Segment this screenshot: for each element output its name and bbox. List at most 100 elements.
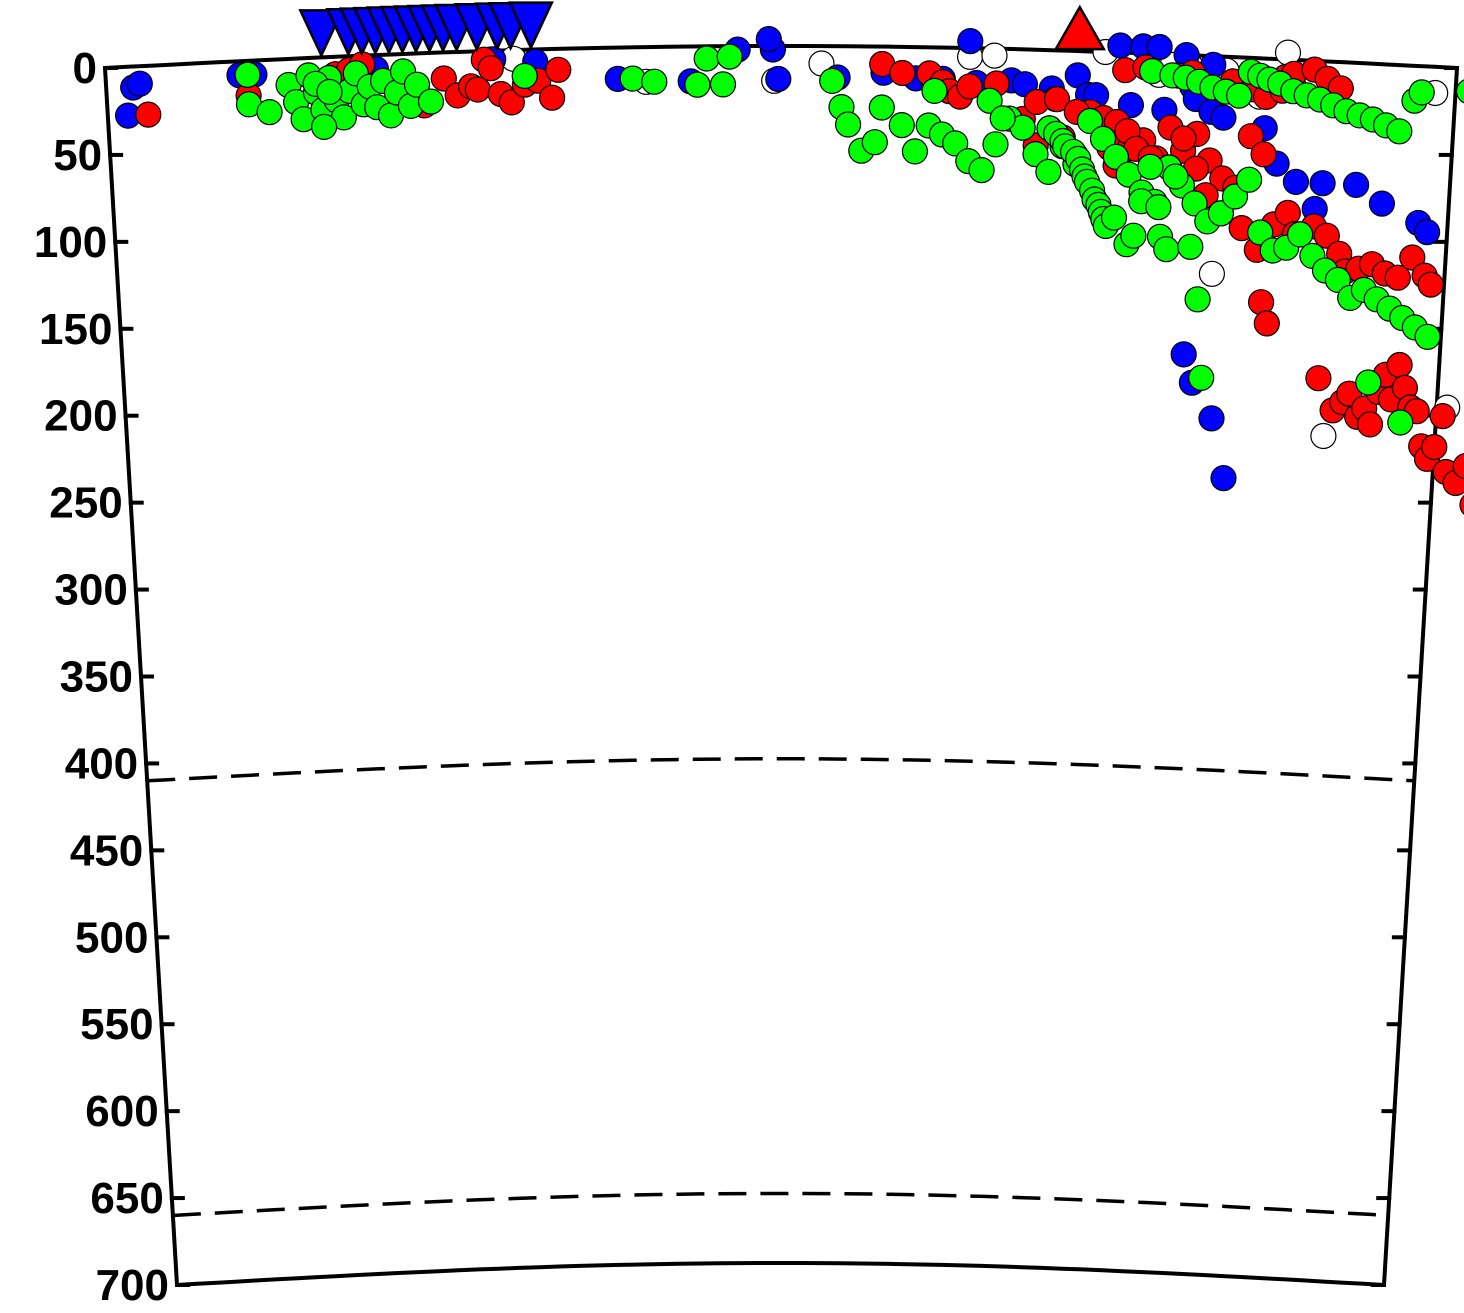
green-point (316, 78, 343, 106)
green-point (1207, 200, 1235, 227)
green-point (989, 105, 1016, 132)
y-tick-label: 450 (70, 826, 143, 875)
red-point (1170, 125, 1197, 152)
green-point (1386, 118, 1413, 145)
green-point (1181, 190, 1208, 217)
blue-point (1282, 168, 1310, 195)
red-point (1452, 453, 1464, 480)
y-tick-label: 150 (39, 305, 112, 354)
green-point (1235, 166, 1263, 193)
y-axis: 0 50 100 150 200 250 300 350 400 450 500 550 600 650 7… (34, 44, 1459, 1310)
blue-point (1342, 171, 1370, 198)
blue-point (755, 25, 782, 53)
discontinuity-lines (147, 757, 1415, 1218)
blue-point (1210, 104, 1237, 131)
green-point (1184, 286, 1211, 313)
white-point (1198, 260, 1226, 287)
discontinuity-660 (172, 1191, 1389, 1218)
blue-point (1413, 219, 1441, 246)
blue-point (957, 27, 984, 55)
blue-point (1309, 170, 1336, 197)
green-point (1035, 158, 1062, 185)
discontinuity-410 (147, 757, 1415, 783)
y-tick-label: 200 (44, 392, 117, 441)
green-point (1456, 79, 1464, 104)
green-point (921, 77, 948, 105)
blue-point (1210, 465, 1237, 492)
white-point (981, 42, 1008, 69)
blue-point (1146, 33, 1173, 61)
red-point (1399, 244, 1426, 271)
y-tick-label: 500 (75, 913, 148, 962)
red-point (1250, 141, 1277, 168)
green-point (1100, 204, 1128, 231)
green-point (1387, 409, 1414, 436)
green-point (641, 68, 668, 95)
green-point (1225, 82, 1253, 109)
y-tick-label: 50 (53, 131, 102, 180)
blue-point (1170, 341, 1197, 368)
green-point (1408, 79, 1435, 106)
red-point (498, 89, 525, 116)
red-point (889, 59, 916, 87)
green-point (1120, 222, 1147, 249)
station-triangle (507, 1, 554, 51)
blue-point (126, 70, 153, 97)
green-point (693, 45, 720, 72)
surface-markers (298, 1, 1106, 59)
green-point (1102, 143, 1130, 170)
green-point (1177, 233, 1204, 260)
red-point (1429, 403, 1456, 430)
y-tick-label: 350 (60, 653, 133, 702)
green-point (819, 67, 846, 95)
y-tick-label: 0 (73, 44, 97, 93)
red-point (1384, 264, 1411, 291)
green-point (1145, 194, 1172, 221)
green-point (709, 71, 737, 98)
green-point (1162, 163, 1189, 190)
green-point (256, 98, 283, 126)
green-point (511, 62, 538, 90)
red-point (1356, 411, 1384, 438)
red-point (1043, 85, 1071, 113)
red-point (1459, 494, 1464, 515)
blue-point (765, 65, 792, 93)
green-point (234, 61, 261, 88)
green-point (1355, 369, 1382, 396)
green-point (1221, 183, 1249, 210)
green-point (403, 71, 431, 98)
red-point (430, 65, 457, 92)
green-point (1414, 323, 1441, 350)
y-tick-label: 550 (80, 1000, 153, 1049)
green-point (684, 71, 711, 98)
green-point (901, 138, 929, 165)
red-point (545, 56, 572, 83)
green-point (311, 113, 338, 141)
green-point (1247, 219, 1274, 246)
red-point (1313, 222, 1340, 249)
green-point (861, 129, 888, 156)
y-tick-label: 100 (34, 218, 107, 267)
green-point (942, 130, 969, 157)
green-point (968, 157, 995, 184)
blue-point (1107, 32, 1134, 59)
red-point (538, 84, 566, 111)
y-tick-label: 250 (49, 479, 122, 528)
green-point (976, 87, 1003, 114)
red-point (135, 101, 162, 128)
white-point (1310, 422, 1337, 450)
red-point (956, 73, 983, 100)
volcano-triangle (1053, 4, 1106, 51)
green-point (1188, 364, 1215, 391)
green-point (868, 94, 895, 121)
green-point (1286, 221, 1314, 248)
green-point (1089, 125, 1117, 152)
event-points (115, 25, 1464, 515)
red-point (1386, 351, 1413, 379)
green-point (982, 131, 1009, 158)
green-point (417, 88, 445, 115)
red-point (1253, 310, 1280, 337)
y-tick-label: 600 (85, 1087, 158, 1136)
blue-point (1117, 91, 1145, 119)
